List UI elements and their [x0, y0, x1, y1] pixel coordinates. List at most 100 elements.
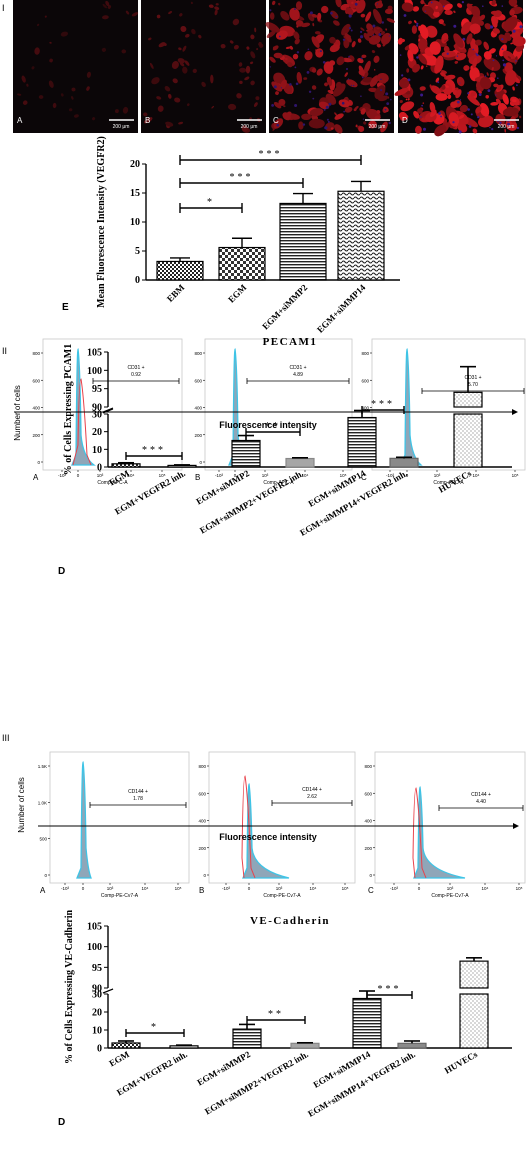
micrograph-cell [459, 104, 469, 113]
x-tick-label: 10⁴ [473, 473, 480, 478]
micrograph-nucleus [475, 53, 478, 55]
micrograph-cell [284, 57, 288, 61]
micrograph-cell [22, 100, 28, 105]
micrograph-cell [454, 60, 459, 64]
micrograph-cell [467, 95, 480, 106]
micrograph-cell [435, 77, 440, 83]
micrograph-cell [187, 103, 190, 107]
y-tick-label: 30 [92, 990, 102, 1001]
micrograph-nucleus [306, 71, 310, 74]
micrograph-nucleus [312, 97, 315, 100]
x-tick-label: 10³ [447, 886, 454, 891]
y-tick-label: 95 [92, 384, 102, 395]
micrograph-letter: B [145, 116, 150, 125]
micrograph-cell [278, 2, 281, 6]
micrograph-cell [258, 41, 262, 46]
micrograph-cell [448, 112, 460, 127]
micrograph-cell [178, 47, 182, 51]
gate-label: CD144 + [302, 787, 322, 793]
micrograph-cell [380, 121, 388, 133]
micrograph-cell [423, 116, 426, 119]
micrograph-cell [335, 0, 342, 8]
micrograph-cell [418, 38, 428, 51]
micrograph-cell [475, 106, 482, 114]
micrograph-cell [292, 53, 299, 60]
micrograph-cell [444, 9, 453, 16]
micrograph-nucleus [347, 78, 350, 80]
micrograph-nucleus [269, 9, 272, 12]
micrograph-cell [336, 56, 345, 66]
micrograph-cell [463, 65, 470, 71]
micrograph-nucleus [269, 66, 272, 68]
micrograph-cell [334, 113, 344, 120]
micrograph-cell [438, 19, 444, 25]
chart-title: PECAM1 [263, 336, 318, 348]
micrograph-cell [456, 76, 465, 87]
micrograph-cell [236, 93, 242, 99]
micrograph-cell [351, 41, 356, 48]
micrograph-cell [214, 9, 218, 16]
micrograph-cell [316, 68, 323, 76]
micrograph-nucleus [380, 89, 383, 92]
y-axis-label: % of Cells Expressing PCAM1 [63, 344, 74, 475]
micrograph-nucleus [459, 82, 461, 84]
micrograph-scale-label: 200 μm [498, 124, 515, 130]
micrograph-cell [71, 87, 76, 92]
micrograph-cell [353, 108, 357, 112]
micrograph-cell [184, 60, 190, 66]
micrograph-cell [250, 34, 255, 40]
micrograph-nucleus [372, 24, 376, 28]
histogram-blue [400, 348, 423, 466]
micrograph-cell [401, 38, 405, 43]
micrograph-row: A 200 μm B 200 μm C 200 μm D 200 μm [13, 0, 526, 137]
micrograph-cell [241, 127, 251, 133]
micrograph-nucleus [501, 38, 504, 41]
micrograph-nucleus [490, 25, 494, 29]
x-tick-label: 0 [406, 473, 409, 478]
bar [169, 1045, 199, 1049]
micrograph-cell [445, 74, 456, 80]
micrograph-cell [362, 76, 374, 83]
micrograph-cell [479, 102, 490, 117]
bar [232, 1028, 262, 1049]
micrograph-nucleus [507, 122, 510, 126]
micrograph-cell [329, 44, 340, 53]
micrograph-cell [283, 105, 286, 108]
micrograph-cell [228, 103, 237, 111]
micrograph-cell [333, 83, 346, 97]
micrograph-nucleus [326, 118, 329, 121]
micrograph-c: C 200 μm [265, 0, 395, 134]
micrograph-nucleus [424, 10, 426, 12]
micrograph-cell [440, 72, 446, 77]
micrograph-scale-label: 200 μm [241, 124, 258, 130]
flow-cd31-arrowhead [512, 409, 518, 415]
micrograph-cell [422, 5, 434, 15]
micrograph-nucleus [467, 92, 470, 95]
micrograph-nucleus [378, 33, 382, 37]
micrograph-cell [400, 101, 415, 112]
micrograph-cell [182, 66, 188, 74]
micrograph-cell [334, 112, 338, 117]
x-tick-label: 0 [418, 886, 421, 891]
micrograph-cell [255, 96, 260, 101]
micrograph-cell [397, 37, 403, 45]
micrograph-cell [92, 117, 96, 121]
gate-label: CD31 + [464, 375, 481, 381]
micrograph-nucleus [457, 100, 460, 104]
micrograph-nucleus [381, 21, 384, 24]
micrograph-cell [121, 49, 127, 54]
significance-label: *** [371, 399, 395, 410]
significance-label: *** [142, 445, 166, 456]
micrograph-cell [483, 51, 492, 60]
micrograph-cell [373, 68, 376, 71]
bar [459, 993, 489, 1049]
micrograph-cell [190, 1, 193, 5]
micrograph-cell [38, 95, 44, 99]
micrograph-cell [478, 90, 482, 94]
micrograph-cell [335, 81, 343, 90]
micrograph-cell [214, 6, 220, 11]
micrograph-cell [272, 0, 276, 6]
micrograph-cell [376, 110, 381, 114]
micrograph-cell [412, 6, 420, 12]
micrograph-cell [483, 57, 501, 71]
